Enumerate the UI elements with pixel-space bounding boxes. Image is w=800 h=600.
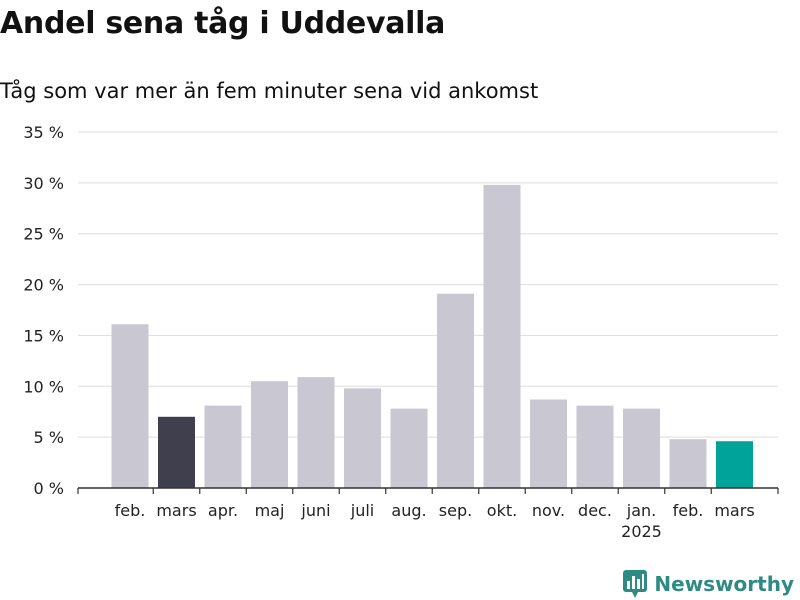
y-tick-label: 20 % [23,276,64,295]
bar [623,408,660,488]
y-tick-label: 5 % [34,428,64,447]
bar [669,439,707,488]
y-tick-label: 25 % [23,225,64,244]
x-axis [77,487,779,494]
x-tick-label: jan. [626,501,656,520]
x-tick-label: mars [714,501,754,520]
bar [576,405,614,488]
bar [716,441,753,488]
x-year-label: 2025 [621,522,662,541]
chart-title: Andel sena tåg i Uddevalla [0,6,446,41]
x-tick-label: maj [255,501,285,520]
y-axis-tick-labels: 0 % 5 % 10 % 15 % 20 % 25 % 30 % 35 % [23,123,64,498]
x-axis-tick-labels: feb. mars apr. maj juni juli aug. sep. okt. nov. d… [115,501,755,541]
bar [437,293,474,488]
x-tick-label: okt. [487,501,517,520]
x-tick-label: aug. [391,501,426,520]
x-tick-label: feb. [115,501,146,520]
brand-name: Newsworthy [654,572,794,596]
bar [204,405,242,488]
bar [390,408,428,488]
bars [111,184,753,489]
bar [530,399,567,488]
x-tick-label: juli [350,501,374,520]
y-tick-label: 30 % [23,174,64,193]
bar [251,381,288,488]
x-tick-label: dec. [578,501,612,520]
y-tick-label: 35 % [23,123,64,142]
x-tick-label: nov. [532,501,565,520]
bar [158,416,195,488]
grid-lines [78,131,778,438]
newsworthy-logo-icon [623,570,648,598]
x-tick-label: apr. [208,501,238,520]
x-tick-label: sep. [439,501,472,520]
bar-chart: 0 %5 %10 %15 %20 %25 %30 %35 % feb. mars a… [23,123,779,541]
bar [344,388,381,488]
x-tick-label: juni [300,501,330,520]
y-tick-label: 0 % [34,479,64,498]
x-tick-label: feb. [673,501,704,520]
bar [483,184,521,489]
chart-subtitle: Tåg som var mer än fem minuter sena vid … [0,79,539,103]
bar [297,377,335,488]
brand-logo: Newsworthy [623,570,794,598]
bar [111,324,149,488]
y-tick-label: 15 % [23,326,64,345]
y-tick-label: 10 % [23,377,64,396]
x-tick-label: mars [156,501,196,520]
